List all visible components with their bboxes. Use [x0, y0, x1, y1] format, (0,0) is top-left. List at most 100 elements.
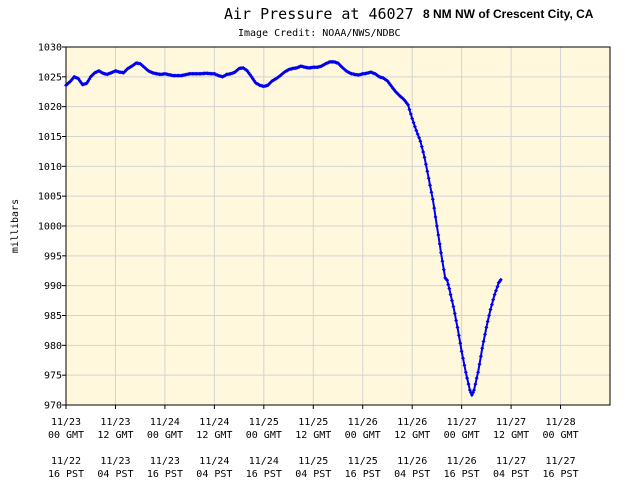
data-point: [448, 292, 453, 297]
x-tick-pst-time: 04 PST: [493, 469, 529, 480]
data-point: [477, 362, 482, 367]
data-point: [418, 139, 423, 144]
data-point: [439, 250, 443, 255]
y-axis: 970 975 980 985 990 995 1000 1005 1010 1015 1020 10…: [38, 43, 66, 412]
data-point: [429, 190, 434, 195]
x-tick-pst-date: 11/23: [100, 456, 130, 467]
x-tick-pst-time: 04 PST: [196, 469, 232, 480]
y-tick-label: 1000: [38, 222, 62, 233]
data-point: [491, 297, 496, 302]
chart-title: Air Pressure at 46027: [224, 5, 414, 23]
y-tick-label: 1005: [38, 192, 62, 203]
x-tick-gmt-date: 11/28: [545, 417, 575, 428]
x-tick-gmt-date: 11/23: [51, 417, 81, 428]
station-name: 8 NM NW of Crescent City, CA: [421, 7, 596, 21]
data-point: [421, 150, 426, 154]
data-point: [474, 376, 479, 381]
series-group: [64, 59, 503, 398]
data-point: [494, 288, 498, 293]
data-point: [425, 169, 430, 174]
x-tick-gmt-time: 12 GMT: [196, 430, 232, 441]
y-tick-label: 1020: [38, 102, 62, 113]
x-tick-pst-date: 11/25: [348, 456, 378, 467]
grid: [65, 46, 611, 406]
y-tick-label: 990: [44, 281, 62, 292]
y-tick-label: 980: [44, 341, 62, 352]
x-tick-gmt-time: 00 GMT: [147, 430, 183, 441]
x-tick-gmt-date: 11/25: [298, 417, 328, 428]
data-point: [410, 116, 415, 121]
data-point: [484, 325, 489, 330]
data-point: [451, 304, 456, 309]
data-point: [488, 307, 493, 312]
data-point: [433, 215, 438, 219]
data-point: [492, 292, 497, 297]
x-tick-pst-time: 04 PST: [97, 469, 133, 480]
data-point: [462, 363, 467, 368]
data-point: [419, 144, 424, 149]
x-tick-pst-date: 11/23: [150, 456, 180, 467]
y-tick-label: 1030: [38, 43, 62, 54]
data-point: [455, 325, 460, 330]
x-tick-pst-time: 04 PST: [394, 469, 430, 480]
data-point: [463, 370, 468, 375]
x-tick-gmt-time: 00 GMT: [444, 430, 480, 441]
data-point: [472, 388, 476, 393]
x-tick-pst-date: 11/27: [545, 456, 575, 467]
data-point: [252, 78, 257, 83]
data-point: [434, 224, 439, 228]
x-tick-pst-time: 16 PST: [542, 469, 578, 480]
data-point: [454, 318, 459, 323]
x-tick-gmt-date: 11/24: [150, 417, 180, 428]
data-point: [473, 382, 478, 387]
image-credit: Image Credit: NOAA/NWS/NDBC: [238, 28, 401, 39]
x-tick-gmt-time: 00 GMT: [48, 430, 84, 441]
x-axis: 11/23 00 GMT 11/22 16 PST 11/23 12 GMT 11/23 04…: [48, 405, 579, 480]
data-point: [407, 107, 412, 112]
data-point: [452, 311, 457, 316]
x-tick-pst-date: 11/26: [397, 456, 427, 467]
data-point: [461, 356, 465, 361]
data-point: [487, 313, 492, 318]
data-point: [406, 102, 411, 107]
y-tick-label: 975: [44, 371, 62, 382]
x-tick-gmt-time: 12 GMT: [295, 430, 331, 441]
data-point: [440, 259, 445, 264]
data-point: [432, 206, 437, 211]
data-point: [459, 349, 464, 354]
x-tick-gmt-date: 11/27: [496, 417, 526, 428]
x-tick-pst-time: 16 PST: [246, 469, 282, 480]
data-point: [415, 132, 420, 137]
data-point: [426, 176, 431, 181]
y-tick-label: 995: [44, 251, 62, 262]
data-point: [436, 233, 441, 237]
data-point: [489, 302, 494, 307]
data-point: [445, 278, 450, 283]
x-tick-pst-time: 16 PST: [147, 469, 183, 480]
x-tick-pst-date: 11/22: [51, 456, 81, 467]
y-tick-label: 1010: [38, 162, 62, 173]
data-point: [465, 376, 470, 381]
x-tick-gmt-date: 11/23: [100, 417, 130, 428]
y-tick-label: 985: [44, 311, 62, 322]
data-point: [411, 120, 416, 125]
data-point: [447, 286, 452, 291]
x-tick-gmt-time: 12 GMT: [394, 430, 430, 441]
x-tick-pst-date: 11/24: [199, 456, 229, 467]
y-tick-label: 970: [44, 401, 62, 412]
x-tick-gmt-time: 12 GMT: [493, 430, 529, 441]
x-tick-pst-date: 11/27: [496, 456, 526, 467]
data-point: [441, 267, 446, 272]
data-point: [422, 155, 427, 160]
data-point: [485, 319, 490, 324]
data-point: [428, 183, 432, 188]
y-tick-label: 1015: [38, 132, 62, 143]
y-axis-label: millibars: [10, 199, 21, 253]
data-point: [480, 346, 485, 351]
data-point: [466, 382, 471, 387]
x-tick-gmt-time: 00 GMT: [542, 430, 578, 441]
data-point: [498, 277, 503, 282]
y-tick-label: 1025: [38, 72, 62, 83]
data-point: [446, 282, 451, 287]
